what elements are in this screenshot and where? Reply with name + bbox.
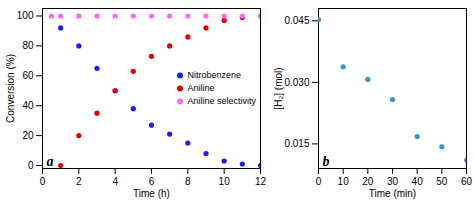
svg-text:a: a xyxy=(47,154,54,169)
svg-text:100: 100 xyxy=(17,10,34,21)
svg-text:10: 10 xyxy=(338,176,350,187)
svg-text:50: 50 xyxy=(436,176,448,187)
svg-text:0.030: 0.030 xyxy=(284,77,309,88)
svg-text:60: 60 xyxy=(22,70,34,81)
svg-text:12: 12 xyxy=(255,176,267,187)
svg-text:8: 8 xyxy=(185,176,191,187)
svg-text:40: 40 xyxy=(22,100,34,111)
svg-text:0.015: 0.015 xyxy=(284,138,309,149)
svg-text:4: 4 xyxy=(112,176,118,187)
html-text:Aniline selectivity: Aniline selectivity xyxy=(187,95,256,106)
svg-text:0: 0 xyxy=(316,176,322,187)
svg-text:2: 2 xyxy=(76,176,82,187)
svg-text:0.045: 0.045 xyxy=(284,15,309,26)
svg-text:20: 20 xyxy=(362,176,374,187)
svg-text:[H₂] (mol): [H₂] (mol) xyxy=(273,67,284,109)
svg-text:60: 60 xyxy=(461,176,473,187)
svg-text:Conversion (%): Conversion (%) xyxy=(5,54,16,123)
svg-text:0: 0 xyxy=(40,176,46,187)
svg-text:20: 20 xyxy=(22,130,34,141)
svg-text:b: b xyxy=(323,154,330,169)
html-text:Nitrobenzene: Nitrobenzene xyxy=(187,69,241,80)
svg-text:6: 6 xyxy=(149,176,155,187)
svg-text:40: 40 xyxy=(412,176,424,187)
svg-text:Time (h): Time (h) xyxy=(133,188,170,199)
svg-text:80: 80 xyxy=(22,40,34,51)
svg-text:0: 0 xyxy=(28,160,34,171)
svg-text:30: 30 xyxy=(387,176,399,187)
svg-text:10: 10 xyxy=(219,176,231,187)
html-text:Aniline: Aniline xyxy=(187,82,215,93)
svg-text:Time (min): Time (min) xyxy=(369,188,416,199)
